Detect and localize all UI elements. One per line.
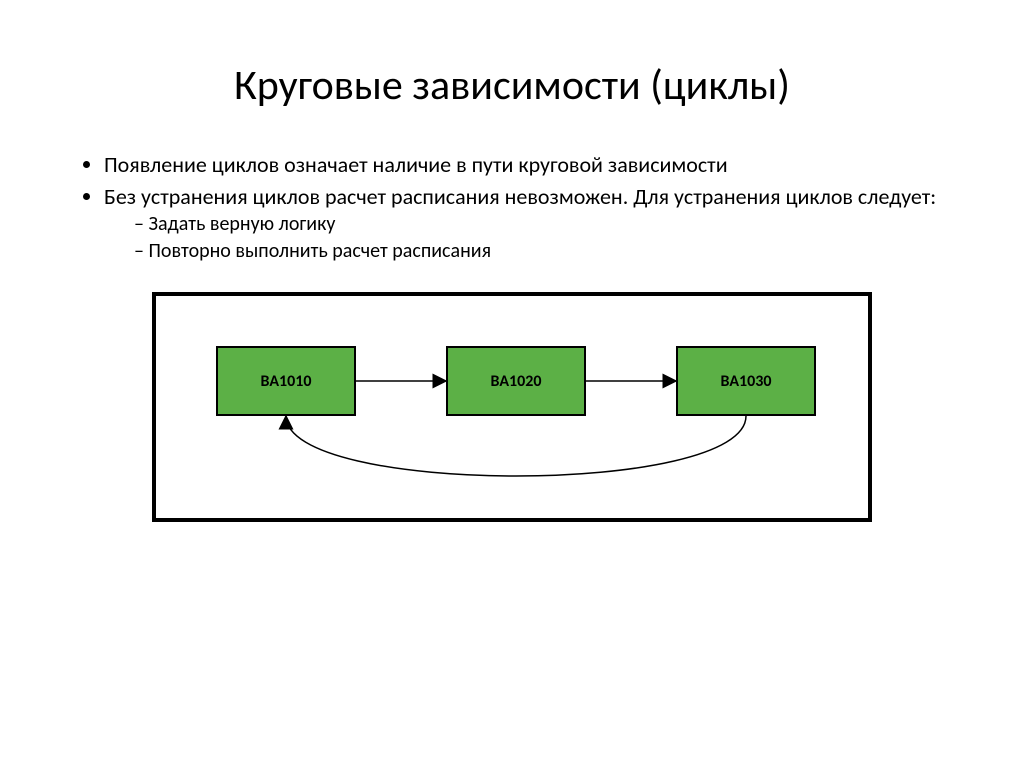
bullet-list: Появление циклов означает наличие в пути… — [80, 151, 964, 264]
sub-bullet-item: Задать верную логику — [134, 212, 964, 237]
diagram-frame: BA1010 BA1020 BA1030 — [152, 292, 872, 522]
diagram-container: BA1010 BA1020 BA1030 — [60, 292, 964, 522]
flow-node: BA1010 — [216, 346, 356, 416]
sub-bullet-item: Повторно выполнить расчет расписания — [134, 239, 964, 264]
flow-node: BA1030 — [676, 346, 816, 416]
bullet-item: Появление циклов означает наличие в пути… — [104, 151, 964, 179]
bullet-item: Без устранения циклов расчет расписания … — [104, 183, 964, 265]
flow-node: BA1020 — [446, 346, 586, 416]
slide-title: Круговые зависимости (циклы) — [60, 60, 964, 111]
bullet-text: Без устранения циклов расчет расписания … — [104, 183, 936, 210]
flow-edge — [286, 416, 746, 476]
slide: Круговые зависимости (циклы) Появление ц… — [0, 0, 1024, 767]
